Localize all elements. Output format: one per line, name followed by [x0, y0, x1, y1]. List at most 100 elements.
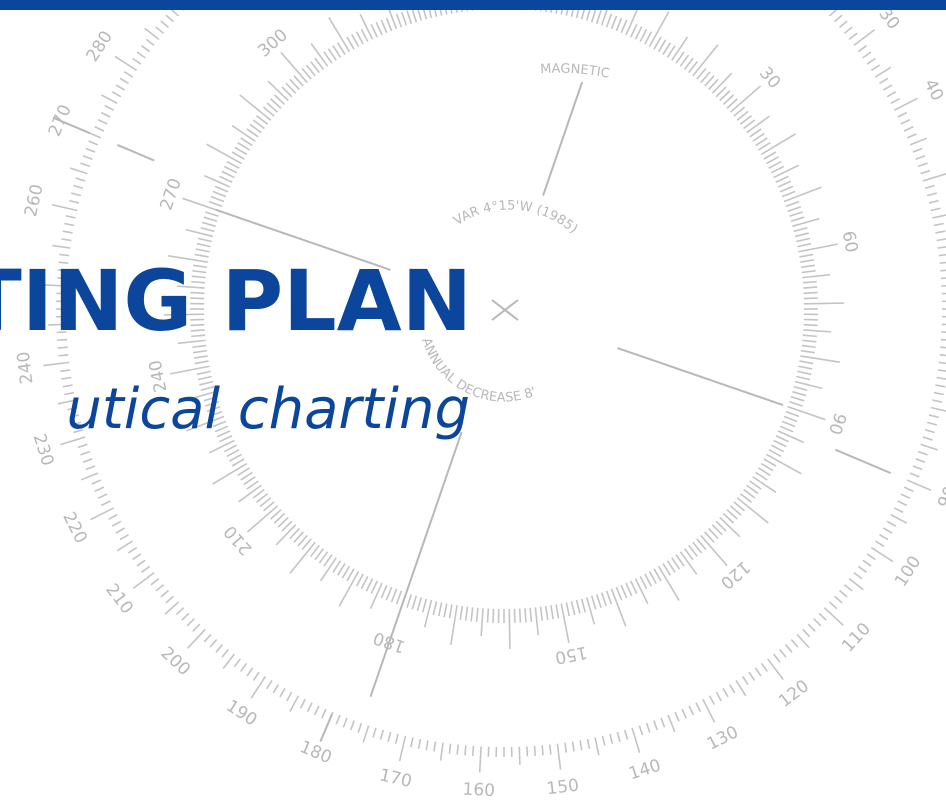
outer-tick — [940, 338, 946, 341]
inner-tick — [182, 197, 221, 213]
outer-tick — [681, 708, 687, 719]
inner-tick — [231, 151, 245, 160]
inner-tick — [539, 606, 544, 621]
outer-tick — [695, 702, 702, 713]
outer-tick — [667, 714, 676, 733]
inner-tick — [301, 67, 312, 80]
outer-tick — [97, 118, 108, 125]
outer-tick — [939, 353, 946, 357]
inner-tick — [319, 557, 337, 582]
inner-ring-label: 180 — [371, 627, 408, 656]
outer-ring-label: 280 — [83, 27, 117, 65]
inner-tick — [800, 355, 840, 363]
inner-tick — [256, 115, 269, 125]
outer-tick — [215, 644, 224, 653]
outer-tick — [111, 520, 122, 527]
outer-tick — [40, 283, 67, 287]
radial-line — [542, 81, 584, 196]
inner-tick — [192, 269, 207, 274]
inner-ring-label: 90 — [824, 410, 850, 437]
inner-tick — [794, 232, 809, 238]
inner-tick — [639, 28, 648, 43]
inner-tick — [746, 115, 770, 134]
inner-tick — [223, 165, 238, 174]
inner-tick — [285, 82, 297, 94]
inner-tick — [777, 430, 804, 444]
inner-tick — [785, 200, 800, 208]
inner-tick — [204, 174, 231, 188]
inner-tick — [796, 237, 811, 243]
outer-tick — [741, 675, 749, 686]
inner-tick — [743, 119, 756, 130]
inner-tick — [212, 462, 248, 485]
outer-tick — [456, 744, 460, 755]
outer-tick — [88, 140, 99, 146]
outer-tick — [250, 675, 267, 699]
inner-tick — [666, 45, 676, 58]
outer-tick — [58, 261, 69, 265]
outer-tick — [779, 648, 787, 658]
outer-tick — [897, 111, 908, 118]
inner-tick — [212, 190, 227, 198]
outer-tick — [702, 698, 716, 723]
outer-tick — [541, 745, 544, 756]
inner-tick — [524, 608, 527, 623]
outer-tick — [94, 126, 105, 132]
inner-ring-label: 270 — [156, 176, 185, 213]
outer-tick — [64, 391, 75, 396]
variation-label-path: VAR 4°15'W (1985) — [451, 199, 580, 237]
outer-tick — [875, 66, 892, 78]
inner-tick — [246, 128, 259, 138]
inner-ring-label: 210 — [220, 521, 256, 559]
outer-tick — [119, 77, 129, 85]
inner-tick — [243, 476, 256, 486]
outer-tick — [43, 361, 70, 367]
outer-tick — [623, 729, 629, 740]
inner-tick — [729, 85, 762, 113]
inner-tick — [310, 544, 320, 557]
outer-tick — [181, 612, 190, 621]
inner-tick — [262, 501, 275, 512]
outer-ring-label: 180 — [297, 737, 335, 768]
inner-tick — [188, 390, 216, 401]
inner-tick — [700, 71, 711, 84]
outer-tick — [313, 705, 320, 716]
outer-tick — [115, 527, 126, 534]
inner-tick — [630, 580, 638, 594]
inner-tick — [634, 26, 643, 40]
outer-tick — [77, 443, 88, 449]
outer-tick — [439, 742, 444, 761]
inner-tick — [395, 13, 403, 28]
outer-tick — [108, 513, 118, 521]
outer-tick — [631, 727, 641, 753]
outer-tick — [155, 26, 165, 34]
inner-tick — [796, 375, 811, 381]
outer-tick — [586, 738, 591, 749]
inner-tick — [657, 565, 680, 601]
outer-tick — [321, 708, 327, 719]
outer-tick — [85, 465, 96, 471]
outer-tick — [802, 628, 811, 638]
inner-tick — [293, 75, 304, 87]
inner-tick — [375, 21, 383, 36]
outer-tick — [807, 623, 816, 632]
outer-tick — [67, 406, 78, 411]
inner-tick — [779, 425, 794, 433]
inner-tick — [240, 471, 253, 481]
inner-tick — [560, 603, 570, 643]
outer-tick — [100, 500, 111, 507]
outer-tick — [73, 184, 84, 190]
inner-tick — [729, 505, 742, 516]
inner-tick — [803, 323, 818, 327]
inner-tick — [544, 605, 549, 621]
outer-tick — [342, 717, 348, 728]
outer-tick — [136, 559, 146, 567]
inner-tick — [256, 493, 269, 503]
outer-tick — [417, 738, 422, 749]
outer-tick — [350, 720, 355, 731]
inner-tick — [775, 175, 789, 183]
inner-tick — [305, 64, 316, 77]
outer-tick — [80, 162, 91, 168]
outer-tick — [170, 8, 180, 17]
